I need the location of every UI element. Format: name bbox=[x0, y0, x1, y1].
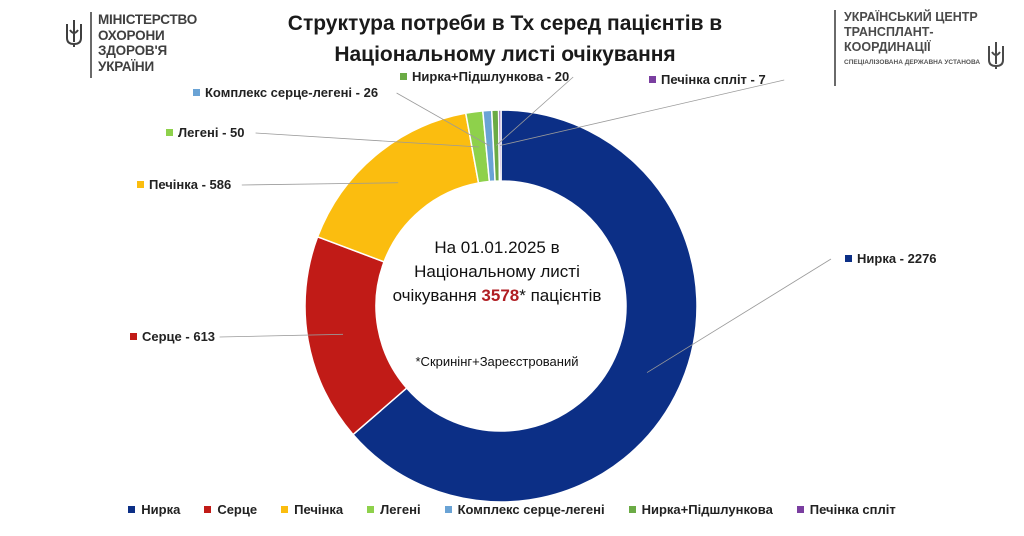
data-label-swatch bbox=[130, 333, 137, 340]
legend-item: Нирка bbox=[128, 502, 180, 517]
leader-line bbox=[241, 182, 399, 186]
legend-label: Нирка+Підшлункова bbox=[641, 502, 773, 517]
trident-icon bbox=[988, 42, 1005, 69]
ministry-logo-line: МІНІСТЕРСТВО bbox=[98, 12, 198, 27]
data-label-swatch bbox=[137, 181, 144, 188]
legend-swatch bbox=[444, 506, 452, 513]
data-label-swatch bbox=[193, 89, 200, 96]
center-text-line: Національному листі bbox=[414, 262, 580, 281]
center-text: На 01.01.2025 в Національному листі очік… bbox=[393, 238, 602, 369]
center-text-line: На 01.01.2025 в bbox=[434, 238, 559, 257]
legend-item: Нирка+Підшлункова bbox=[628, 502, 773, 517]
center-text-prefix: очікування bbox=[393, 286, 482, 305]
center-text-total-line: очікування 3578* пацієнтів bbox=[393, 286, 602, 305]
legend-item: Печінка спліт bbox=[796, 502, 896, 517]
data-label: Печінка спліт - 7 bbox=[661, 72, 766, 87]
legend-swatch bbox=[128, 506, 136, 513]
leader-line bbox=[495, 76, 574, 146]
data-label-swatch bbox=[649, 76, 656, 83]
data-label-swatch bbox=[400, 73, 407, 80]
legend-label: Серце bbox=[217, 502, 258, 517]
data-label-swatch bbox=[845, 255, 852, 262]
chart-legend: Нирка Серце Печінка Легені Комплекс серце-ле… bbox=[0, 502, 1024, 517]
title-line-1: Структура потреби в Тх серед пацієнтів в bbox=[287, 12, 723, 35]
legend-item: Комплекс серце-легені bbox=[444, 502, 605, 517]
leader-line bbox=[219, 333, 344, 338]
transplant-center-logo: УКРАЇНСЬКИЙ ЦЕНТР ТРАНСПЛАНТ- КООРДИНАЦІ… bbox=[834, 10, 1006, 86]
center-text-total: 3578 bbox=[481, 286, 519, 305]
center-text-suffix: * пацієнтів bbox=[519, 286, 601, 305]
ministry-logo: МІНІСТЕРСТВО ОХОРОНИ ЗДОРОВ'Я УКРАЇНИ bbox=[64, 12, 197, 78]
legend-item: Печінка bbox=[281, 502, 343, 517]
data-label: Серце - 613 bbox=[142, 329, 215, 344]
center-logo-line: КООРДИНАЦІЇ bbox=[844, 40, 931, 54]
leader-line bbox=[255, 132, 480, 148]
data-label: Нирка - 2276 bbox=[857, 251, 937, 266]
legend-label: Легені bbox=[380, 502, 421, 517]
ministry-logo-line: ОХОРОНИ bbox=[98, 27, 165, 43]
ministry-logo-line: УКРАЇНИ bbox=[98, 58, 154, 74]
legend-swatch bbox=[281, 506, 289, 513]
logo-divider bbox=[834, 10, 836, 86]
center-logo-line: ТРАНСПЛАНТ- bbox=[844, 25, 934, 39]
data-label: Комплекс серце-легені - 26 bbox=[205, 85, 378, 100]
legend-label: Печінка спліт bbox=[809, 502, 896, 517]
leader-line bbox=[396, 92, 490, 147]
legend-item: Серце bbox=[204, 502, 257, 517]
legend-label: Комплекс серце-легені bbox=[457, 502, 605, 517]
data-label-swatch bbox=[166, 129, 173, 136]
legend-swatch bbox=[367, 506, 375, 513]
leader-line bbox=[499, 79, 785, 146]
donut-slice bbox=[352, 109, 698, 503]
center-logo-line: УКРАЇНСЬКИЙ ЦЕНТР bbox=[844, 10, 978, 24]
page-title: Структура потреби в Тх серед пацієнтів в… bbox=[240, 8, 770, 70]
center-footnote: *Скринінг+Зареєстрований bbox=[416, 354, 579, 369]
logo-divider bbox=[90, 12, 92, 78]
trident-icon bbox=[66, 20, 82, 47]
legend-swatch bbox=[204, 506, 212, 513]
legend-label: Нирка bbox=[141, 502, 181, 517]
leader-line bbox=[646, 258, 832, 373]
legend-label: Печінка bbox=[294, 502, 344, 517]
data-label: Печінка - 586 bbox=[149, 177, 231, 192]
data-label: Нирка+Підшлункова - 20 bbox=[412, 69, 569, 84]
donut-slice bbox=[497, 109, 502, 182]
legend-swatch bbox=[628, 506, 636, 513]
legend-swatch bbox=[796, 506, 804, 513]
title-line-2: Національному листі очікування bbox=[334, 43, 676, 66]
legend-item: Легені bbox=[367, 502, 421, 517]
ministry-logo-line: ЗДОРОВ'Я bbox=[98, 43, 167, 58]
center-logo-subtitle: СПЕЦІАЛІЗОВАНА ДЕРЖАВНА УСТАНОВА bbox=[844, 59, 981, 66]
data-label: Легені - 50 bbox=[178, 125, 244, 140]
